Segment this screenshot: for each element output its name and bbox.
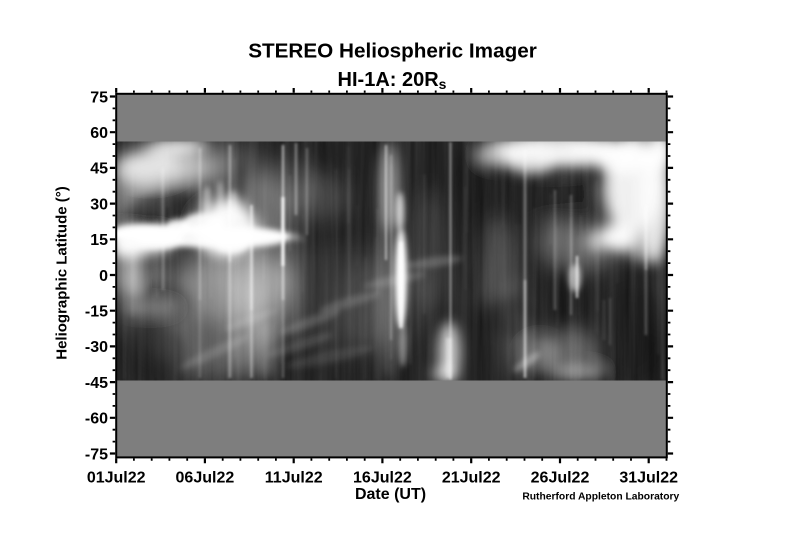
svg-text:STEREO Heliospheric Imager: STEREO Heliospheric Imager <box>248 39 537 62</box>
svg-text:Date (UT): Date (UT) <box>355 486 426 503</box>
svg-text:0: 0 <box>99 268 108 285</box>
svg-text:HI-1A: 20Rs: HI-1A: 20Rs <box>338 69 447 92</box>
svg-text:16Jul22: 16Jul22 <box>353 470 412 487</box>
svg-text:06Jul22: 06Jul22 <box>176 470 235 487</box>
svg-text:-30: -30 <box>85 339 108 356</box>
svg-text:01Jul22: 01Jul22 <box>87 470 146 487</box>
svg-text:21Jul22: 21Jul22 <box>442 470 501 487</box>
svg-text:30: 30 <box>90 196 108 213</box>
svg-text:Rutherford Appleton Laboratory: Rutherford Appleton Laboratory <box>522 491 679 502</box>
svg-text:75: 75 <box>90 89 108 106</box>
svg-text:60: 60 <box>90 125 108 142</box>
svg-text:31Jul22: 31Jul22 <box>619 470 678 487</box>
svg-text:-15: -15 <box>85 304 108 321</box>
svg-text:15: 15 <box>90 232 108 249</box>
svg-text:11Jul22: 11Jul22 <box>265 470 323 487</box>
svg-text:45: 45 <box>90 161 108 178</box>
svg-text:Heliographic Latitude (°): Heliographic Latitude (°) <box>54 186 71 360</box>
svg-text:-45: -45 <box>85 375 108 392</box>
svg-text:-60: -60 <box>85 411 108 428</box>
svg-text:-75: -75 <box>85 446 108 463</box>
svg-text:26Jul22: 26Jul22 <box>531 470 590 487</box>
